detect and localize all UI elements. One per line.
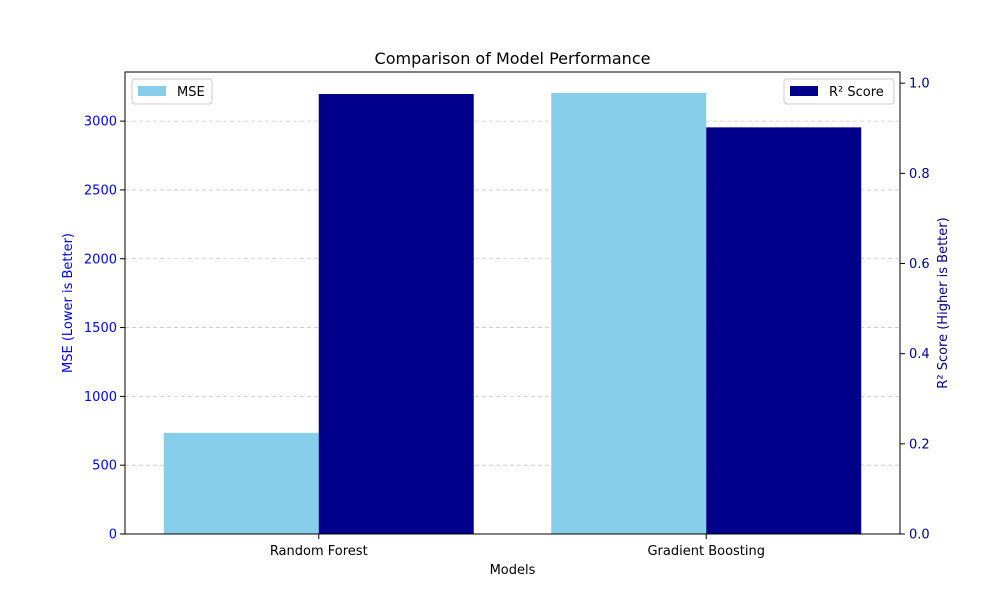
left-tick-label: 1500 [84, 321, 117, 336]
legend-swatch-mse [138, 86, 166, 96]
right-tick-label: 0.8 [909, 167, 930, 182]
right-tick-label: 1.0 [909, 77, 930, 92]
chart-title: Comparison of Model Performance [375, 49, 651, 68]
bar-mse [163, 432, 319, 534]
legend-label-r2: R² Score [829, 85, 884, 100]
bar-r2 [706, 127, 862, 534]
right-axis-label: R² Score (Higher is Better) [936, 217, 951, 388]
left-tick-label: 500 [92, 459, 117, 474]
left-axis: 0 500 1000 1500 2000 2500 3000 [84, 115, 125, 543]
bar-r2 [318, 94, 474, 534]
legend-swatch-r2 [790, 86, 818, 96]
legend-box [131, 78, 213, 105]
right-tick-label: 0.2 [909, 437, 930, 452]
left-tick-label: 2000 [84, 252, 117, 267]
left-tick-label: 3000 [84, 115, 117, 130]
left-tick-label: 2500 [84, 183, 117, 198]
bars [163, 92, 862, 535]
right-tick-label: 0.0 [909, 528, 930, 543]
left-tick-label: 1000 [84, 390, 117, 405]
legend-label-mse: MSE [177, 85, 205, 100]
legend-box [783, 78, 895, 105]
legend-mse: MSE [131, 78, 213, 105]
left-axis-label: MSE (Lower is Better) [61, 233, 76, 373]
right-axis: 0.0 0.2 0.4 0.6 0.8 1.0 [900, 77, 930, 543]
plot-frame [124, 71, 901, 535]
x-axis-label: Models [490, 563, 536, 578]
right-tick-label: 0.4 [909, 347, 930, 362]
x-axis: Random Forest Gradient Boosting [270, 534, 765, 559]
x-tick-label: Gradient Boosting [647, 544, 765, 559]
right-tick-label: 0.6 [909, 257, 930, 272]
legend-r2: R² Score [783, 78, 895, 105]
x-tick-label: Random Forest [270, 544, 368, 559]
bar-mse [551, 92, 707, 535]
left-tick-label: 0 [109, 528, 117, 543]
